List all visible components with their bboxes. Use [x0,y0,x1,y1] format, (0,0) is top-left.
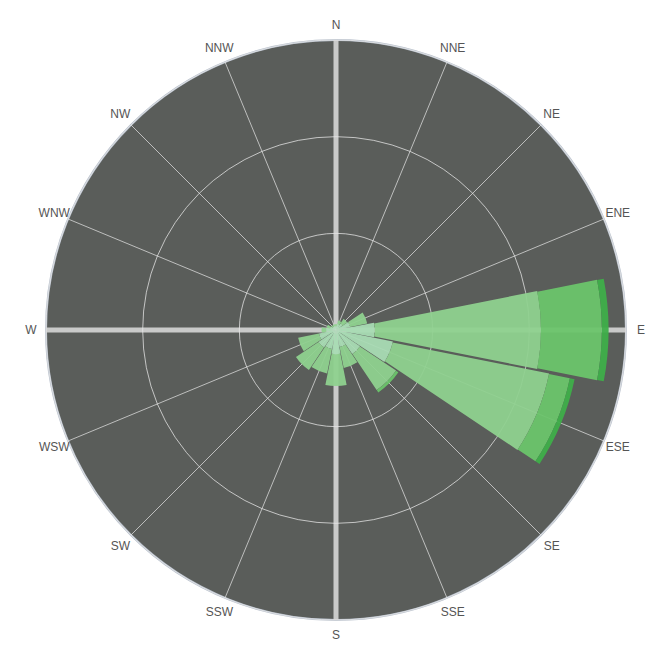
wind-bar [327,325,328,328]
chart: N NNE NE ENE E ESE SE SSE S SSW SW WSW W WNW NW NNW [0,0,653,645]
wind-bar [377,371,399,393]
direction-label: N [332,18,341,32]
wind-bar [327,325,332,329]
wind-bar [597,279,609,382]
grid-ring [46,40,626,620]
wind-bar [363,312,368,323]
wind-bar [322,327,327,332]
wind-bar [344,362,357,368]
grid [46,40,626,620]
wind-bar [298,338,304,351]
direction-label: NNW [205,41,234,55]
direction-label: NNE [440,41,465,55]
direction-label: SSW [206,605,234,619]
wind-bar [331,325,333,327]
wind-bar [337,321,341,326]
wind-bar [298,338,304,351]
direction-label: W [25,323,37,337]
wind-bar [318,330,336,348]
wind-bar [334,326,336,330]
wind-bar [344,319,348,323]
wind-bar [385,342,549,449]
spoke [334,40,339,330]
wind-bar [537,280,602,380]
wind-bar [321,327,322,332]
direction-label: SSE [441,605,465,619]
direction-label: SW [111,539,131,553]
wind-bar [352,346,396,390]
direction-label: NW [110,107,131,121]
spoke [131,330,336,535]
wind-bar [296,357,309,370]
direction-label: SE [544,539,560,553]
wind-bar [312,367,327,373]
direction-label: S [332,628,340,642]
direction-labels: N NNE NE ENE E ESE SE SSE S SSW SW WSW W WNW NW NNW [25,18,645,642]
wind-bar [333,324,335,326]
direction-label: WNW [39,206,71,220]
wind-bar [327,325,328,328]
plot-background [46,40,626,620]
spoke [68,330,336,441]
wind-bar [331,325,333,327]
wind-bar [325,385,346,386]
wind-bar [338,321,341,322]
bars [296,279,609,464]
spoke [46,328,336,333]
wind-bar [344,362,357,368]
wind-bar [340,319,347,326]
spoke [131,125,336,330]
wind-bar [321,327,322,332]
wind-bar [535,378,574,464]
spoke [225,330,336,598]
wind-bar [333,327,336,330]
wind-bar [338,321,341,322]
direction-label: ENE [605,206,630,220]
spoke [68,219,336,330]
plot: N NNE NE ENE E ESE SE SSE S SSW SW WSW W WNW NW NNW [25,18,645,642]
wind-bar [312,367,327,373]
wind-bar [344,319,348,323]
wind-bar [333,324,335,326]
wind-bar [363,312,368,323]
direction-label: ESE [606,440,630,454]
wind-bar [335,324,337,325]
wind-bar [335,324,337,325]
wind-bar [296,357,309,370]
wind-bar [335,324,337,326]
spoke [225,62,336,330]
spoke [336,62,447,330]
direction-label: NE [543,107,560,121]
wind-bar [348,312,367,327]
direction-label: E [637,323,645,337]
direction-label: WSW [39,440,70,454]
wind-bar [333,324,335,326]
wind-bar [325,385,346,386]
wind-bar [378,372,398,392]
wind-bar [298,334,321,352]
